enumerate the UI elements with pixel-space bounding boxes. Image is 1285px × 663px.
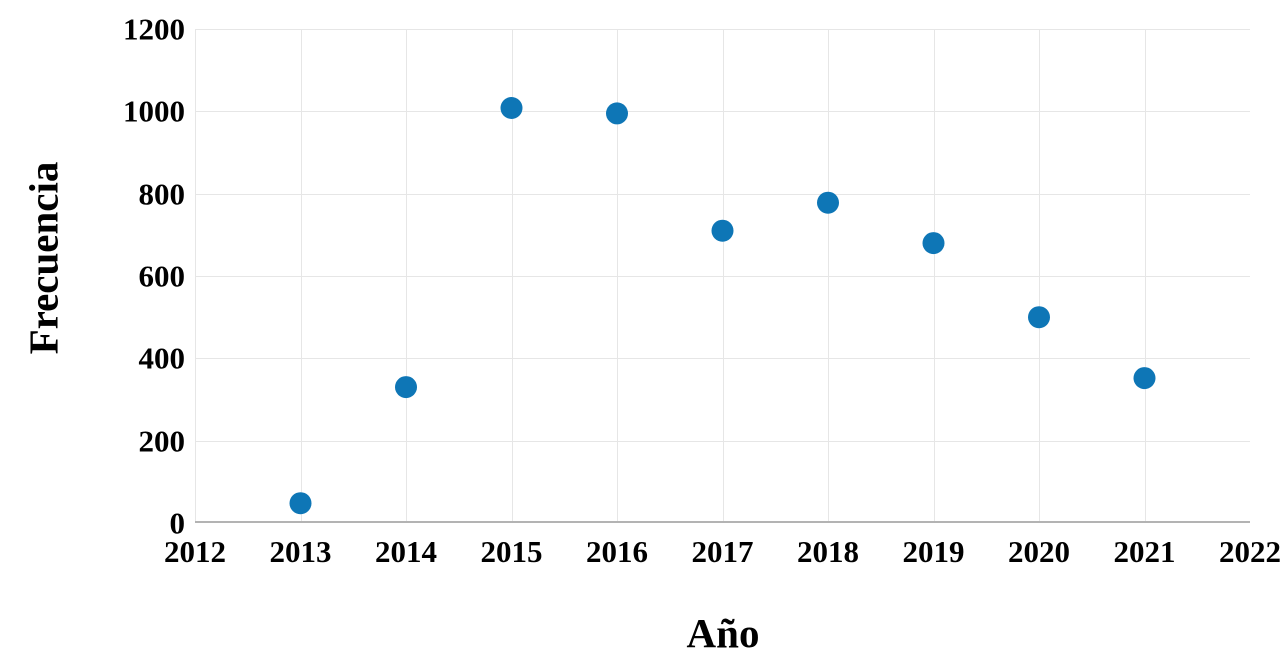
data-point	[817, 191, 839, 214]
x-tick-label: 2018	[797, 534, 859, 569]
x-tick-label: 2020	[1008, 534, 1070, 569]
x-tick-label: 2013	[269, 534, 332, 569]
y-tick-label: 600	[138, 258, 186, 294]
plot-canvas	[195, 29, 1250, 523]
x-tick-label: 2017	[691, 534, 754, 569]
y-axis-title: Frecuencia	[20, 161, 67, 355]
x-tick-label: 2012	[164, 534, 226, 569]
x-tick-label: 2022	[1219, 534, 1281, 569]
data-point	[1133, 367, 1156, 390]
data-point	[922, 232, 945, 255]
x-tick-label: 2019	[902, 534, 965, 569]
x-tick-label: 2016	[586, 534, 648, 569]
data-point	[606, 102, 628, 125]
data-point	[395, 376, 417, 399]
data-point	[711, 219, 734, 242]
plot-area	[195, 29, 1250, 523]
y-tick-label: 0	[169, 505, 186, 541]
x-axis-title: Año	[686, 610, 760, 656]
x-tick-label: 2015	[480, 534, 543, 569]
data-point	[289, 492, 312, 515]
y-tick-label: 400	[138, 340, 186, 376]
data-point	[500, 97, 523, 119]
x-tick-label: 2021	[1113, 534, 1176, 569]
y-tick-label: 200	[138, 423, 186, 459]
y-tick-label: 1200	[123, 11, 185, 47]
y-tick-label: 1000	[123, 93, 185, 129]
data-point	[1028, 306, 1050, 329]
y-tick-label: 800	[138, 176, 186, 212]
x-tick-label: 2014	[375, 534, 437, 569]
